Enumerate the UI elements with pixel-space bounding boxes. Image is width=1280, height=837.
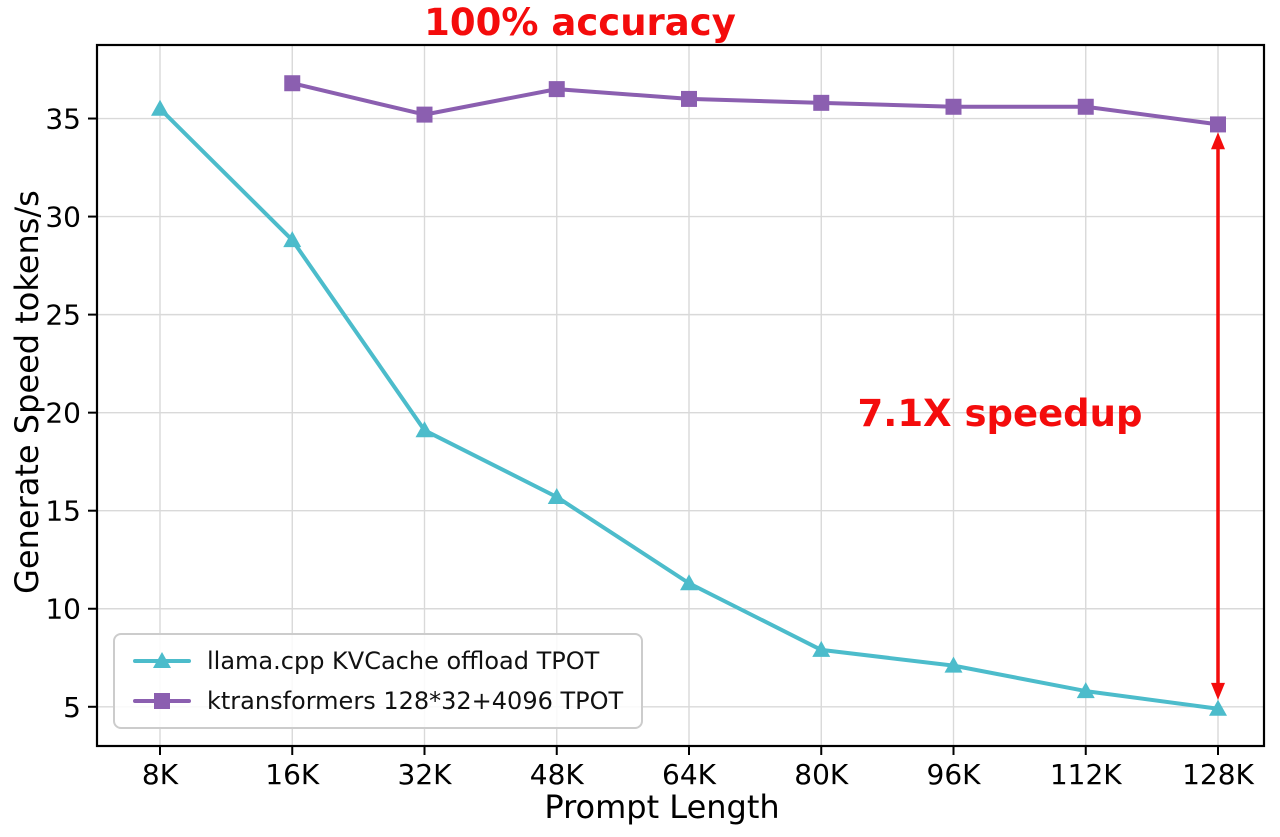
series-marker-triangle	[151, 99, 169, 116]
x-tick-label: 8K	[142, 758, 179, 791]
y-tick-label: 20	[45, 397, 81, 430]
x-tick-label: 96K	[927, 758, 982, 791]
series-marker-triangle	[680, 574, 698, 591]
x-tick-label: 128K	[1182, 758, 1254, 791]
series-marker-square	[813, 94, 830, 111]
speedup-annotation: 7.1X speedup	[857, 392, 1143, 435]
legend-marker-triangle	[153, 652, 171, 668]
series-marker-square	[1210, 116, 1226, 133]
x-tick-label: 48K	[530, 758, 585, 791]
legend-marker-sample	[133, 693, 191, 709]
legend-marker-square	[154, 693, 170, 709]
y-tick-label: 15	[45, 495, 81, 528]
x-axis-title: Prompt Length	[544, 788, 780, 826]
series-marker-triangle	[1209, 699, 1227, 716]
y-tick-label: 30	[45, 201, 81, 234]
speedup-arrow-head-down	[1211, 682, 1225, 700]
series-marker-triangle	[415, 421, 434, 438]
series-marker-square	[1077, 98, 1094, 115]
x-tick-label: 80K	[794, 758, 849, 791]
x-tick-label: 112K	[1050, 758, 1122, 791]
x-tick-label: 16K	[265, 758, 320, 791]
series-marker-triangle	[944, 656, 963, 673]
accuracy-annotation: 100% accuracy	[424, 1, 736, 44]
y-tick-label: 25	[45, 299, 81, 332]
ktransformers-line-marker-icon	[133, 688, 191, 714]
plot-border	[95, 43, 1266, 748]
series-marker-square	[945, 98, 962, 115]
series-marker-triangle	[547, 487, 566, 504]
series-marker-triangle	[283, 231, 302, 248]
series-marker-square	[548, 81, 565, 98]
y-axis-title: Generate Speed tokens/s	[8, 190, 46, 594]
series-marker-triangle	[812, 640, 831, 657]
legend-item-label: llama.cpp KVCache offload TPOT	[207, 647, 600, 675]
legend-item-llama: llama.cpp KVCache offload TPOT	[133, 647, 623, 675]
y-tick-label: 35	[45, 103, 81, 136]
llama-line-marker-icon	[133, 648, 191, 674]
speedup-arrow-head-up	[1211, 132, 1225, 150]
x-tick-label: 32K	[398, 758, 453, 791]
legend-marker-sample	[133, 652, 191, 668]
series-marker-square	[681, 90, 697, 107]
x-tick-label: 64K	[662, 758, 717, 791]
series-marker-square	[284, 75, 301, 92]
legend-item-ktransformers: ktransformers 128*32+4096 TPOT	[133, 687, 623, 715]
legend-item-label: ktransformers 128*32+4096 TPOT	[207, 687, 624, 715]
y-tick-label: 10	[45, 593, 81, 626]
y-tick-label: 5	[63, 691, 81, 724]
series-marker-triangle	[1076, 682, 1095, 699]
series-marker-square	[416, 106, 433, 123]
legend: llama.cpp KVCache offload TPOT ktransfor…	[113, 633, 644, 729]
series-line-1	[290, 81, 1220, 127]
